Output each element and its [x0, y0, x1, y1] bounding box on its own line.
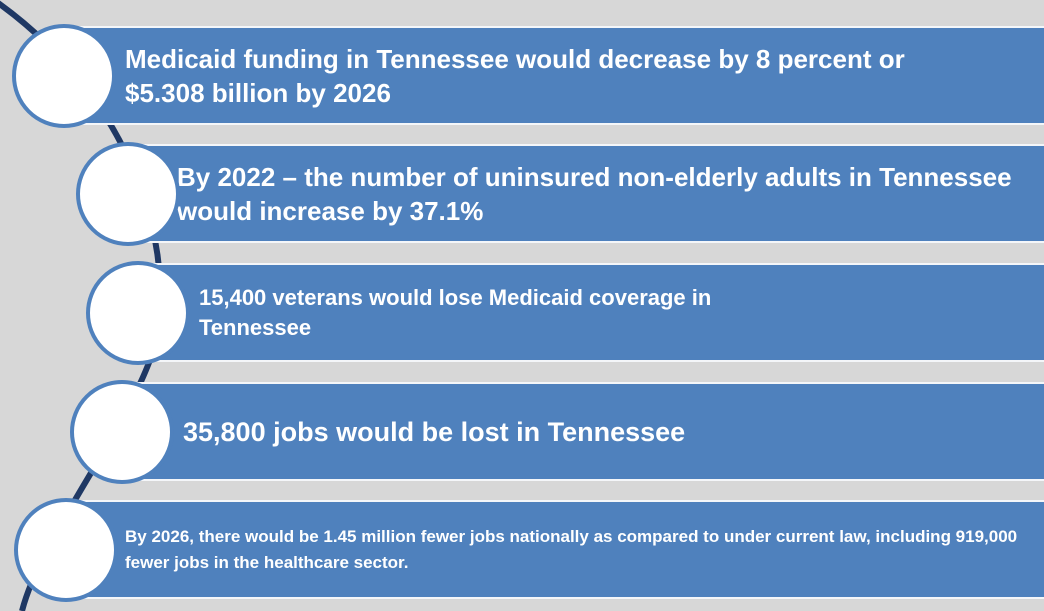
list-item-text: Medicaid funding in Tennessee would decr… — [125, 43, 905, 108]
list-item-circle — [12, 24, 116, 128]
list-item-text: By 2022 – the number of uninsured non-el… — [177, 161, 1012, 226]
list-item-circle — [76, 142, 180, 246]
list-item-bar: By 2026, there would be 1.45 million few… — [70, 500, 1044, 599]
list-item-circle — [14, 498, 118, 602]
list-item-circle — [70, 380, 174, 484]
list-item-bar: By 2022 – the number of uninsured non-el… — [130, 144, 1044, 243]
list-item-bar: 15,400 veterans would lose Medicaid cove… — [137, 263, 1044, 362]
list-item-circle — [86, 261, 190, 365]
list-item-text: 15,400 veterans would lose Medicaid cove… — [199, 284, 712, 340]
list-item-text: By 2026, there would be 1.45 million few… — [125, 526, 1018, 572]
list-item-text: 35,800 jobs would be lost in Tennessee — [183, 416, 686, 447]
list-item-bar: 35,800 jobs would be lost in Tennessee — [125, 382, 1044, 481]
list-item-bar: Medicaid funding in Tennessee would decr… — [70, 26, 1044, 125]
